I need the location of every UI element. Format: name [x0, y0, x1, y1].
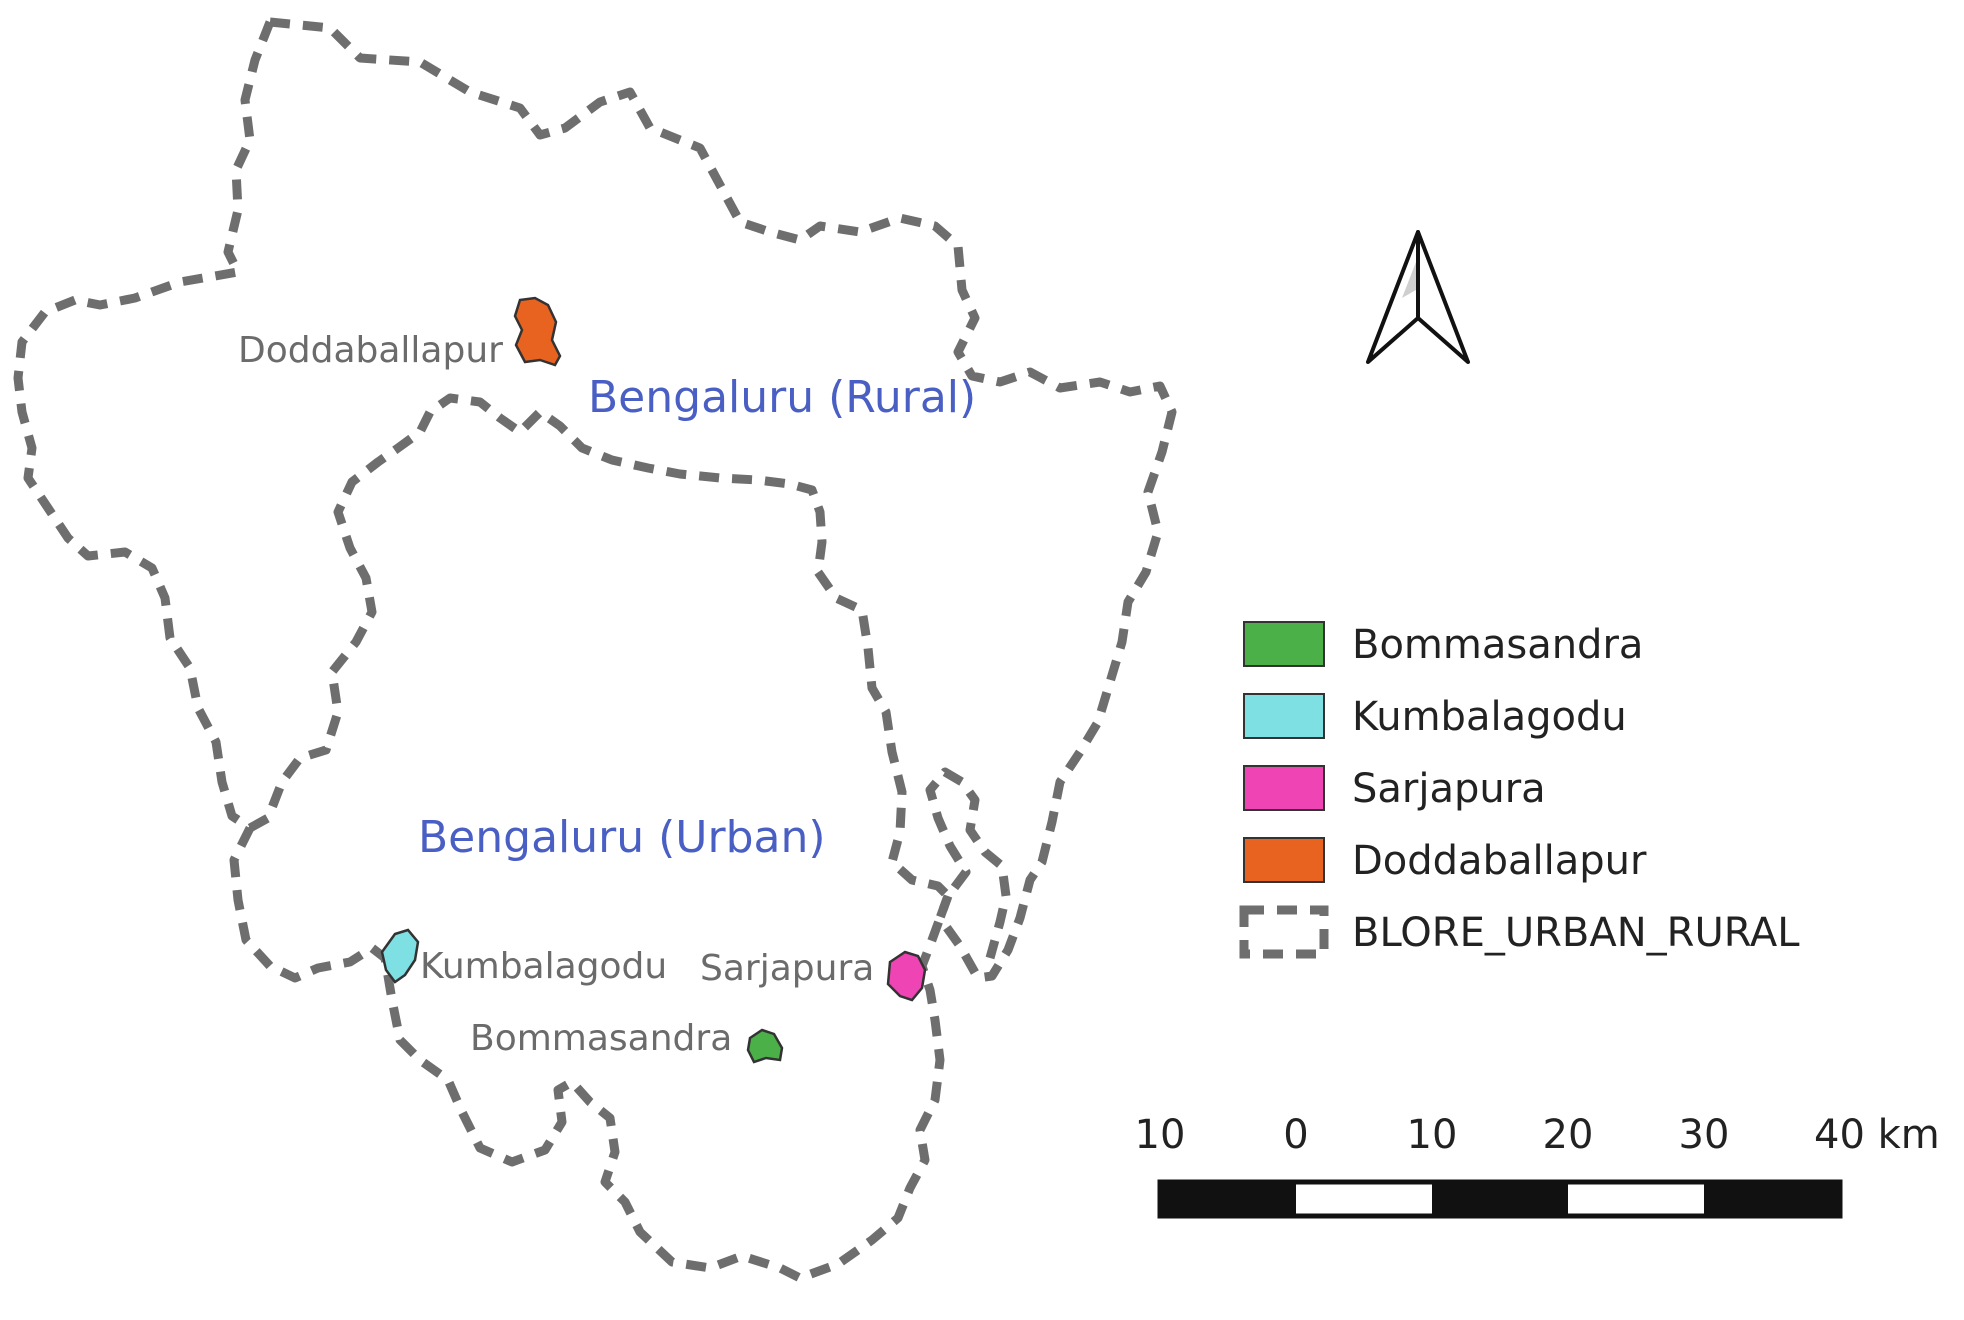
- bommasandra-label: Bommasandra: [470, 1018, 732, 1059]
- legend-swatch: [1239, 905, 1329, 959]
- rural-district-boundary: [269, 17, 1177, 983]
- scale-tick-label: 10: [1135, 1112, 1186, 1158]
- legend-label: BLORE_URBAN_RURAL: [1352, 910, 1800, 956]
- doddaballapur-label: Doddaballapur: [238, 330, 503, 371]
- legend-label: Doddaballapur: [1352, 838, 1647, 884]
- rural-west-boundary: [13, 20, 275, 832]
- legend-label: Kumbalagodu: [1352, 694, 1627, 740]
- scale-tick-label: 30: [1679, 1112, 1730, 1158]
- kumbalagodu-label: Kumbalagodu: [420, 946, 667, 987]
- legend-label: Bommasandra: [1352, 622, 1643, 668]
- north-arrow-icon: [1366, 230, 1470, 364]
- sarjapura-label: Sarjapura: [700, 948, 874, 989]
- urban-district-boundary: [229, 825, 953, 1283]
- legend-swatch: [1243, 765, 1325, 811]
- scale-tick-label: 10: [1407, 1112, 1458, 1158]
- legend-label: Sarjapura: [1352, 766, 1546, 812]
- sarjapura-area: [886, 950, 927, 1002]
- bommasandra-area: [746, 1028, 784, 1064]
- scale-tick-label: 20: [1543, 1112, 1594, 1158]
- legend-swatch: [1243, 837, 1325, 883]
- scale-tick-label: 40 km: [1814, 1112, 1940, 1158]
- legend-swatch: [1243, 693, 1325, 739]
- legend-swatch: [1243, 621, 1325, 667]
- rural-region-label: Bengaluru (Rural): [588, 372, 976, 423]
- kumbalagodu-area: [380, 928, 420, 984]
- legend: Bommasandra Kumbalagodu Sarjapura Doddaball…: [1239, 621, 1800, 959]
- scale-tick-label: 0: [1283, 1112, 1308, 1158]
- doddaballapur-area: [513, 296, 562, 367]
- urban-region-label: Bengaluru (Urban): [418, 812, 826, 863]
- scale-bar: 10 0 10 20 30 40 km: [1135, 1112, 1940, 1219]
